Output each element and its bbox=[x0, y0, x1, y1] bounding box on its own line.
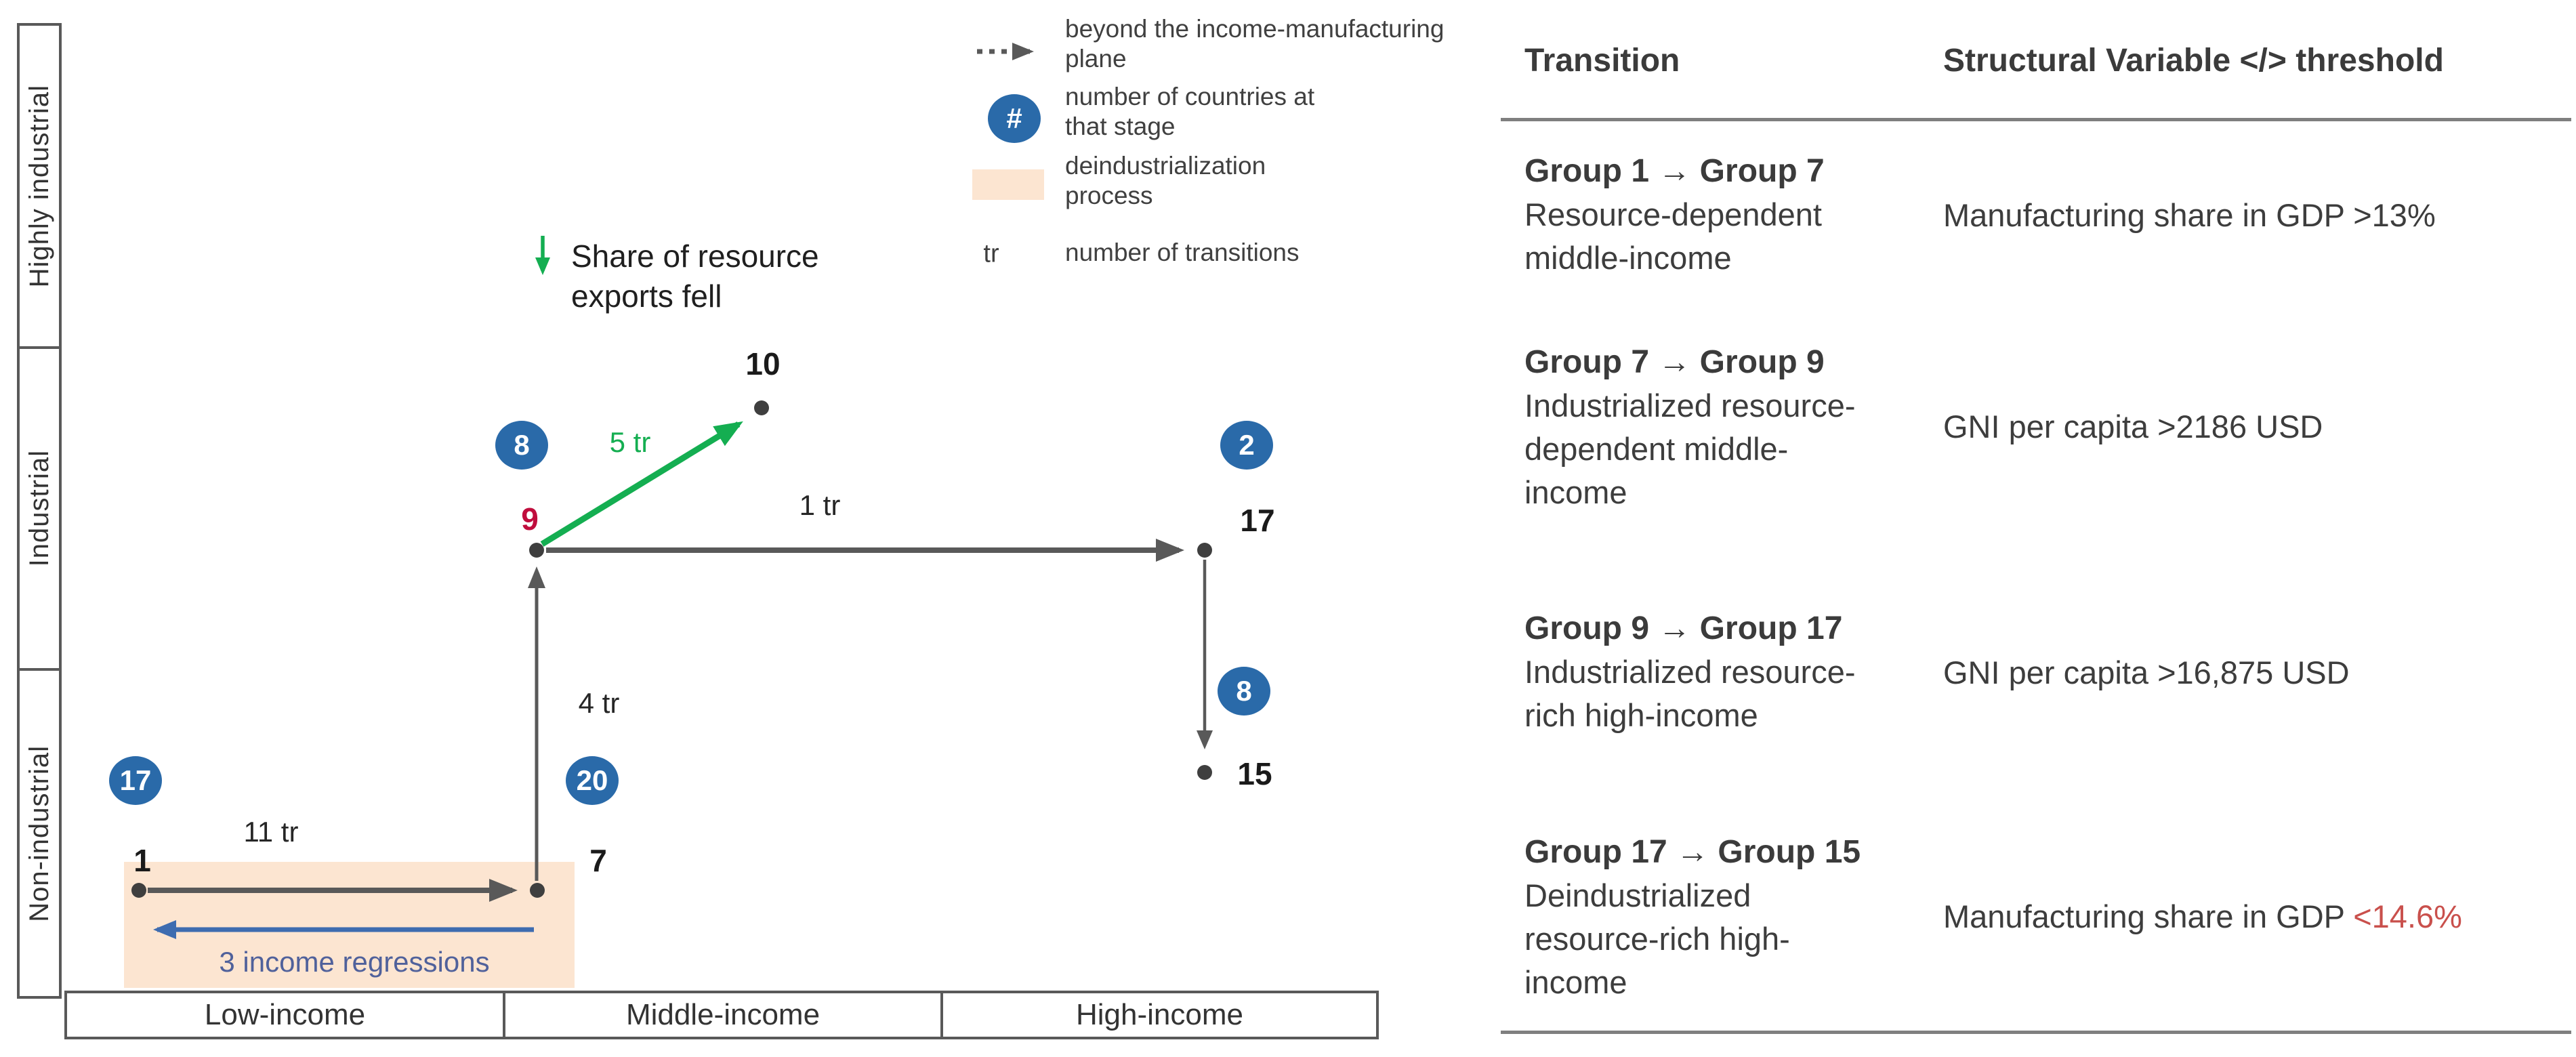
legend-transitions: number of transitions bbox=[1065, 239, 1300, 266]
threshold-cell: Manufacturing share in GDP <14.6% bbox=[1943, 895, 2462, 938]
count-badge-group17: 2 bbox=[1220, 421, 1273, 470]
table-row: Group 1 → Group 7 Resource-dependent mid… bbox=[1524, 150, 1958, 280]
node-label-9: 9 bbox=[521, 501, 539, 537]
table-row: Group 7 → Group 9 Industrialized resourc… bbox=[1524, 341, 1958, 514]
transition-desc: Industrialized resource- rich high-incom… bbox=[1524, 654, 1856, 733]
edge-9-to-10-green bbox=[540, 421, 743, 547]
node-dot-10 bbox=[754, 400, 769, 415]
edge-label-1tr: 1 tr bbox=[799, 489, 841, 521]
threshold-cell: GNI per capita >16,875 USD bbox=[1943, 651, 2350, 695]
y-axis-industrial: Industrial bbox=[17, 346, 62, 671]
y-axis-highly-industrial: Highly industrial bbox=[17, 23, 62, 349]
y-axis-label: Highly industrial bbox=[24, 84, 54, 288]
node-label-1: 1 bbox=[133, 843, 151, 878]
transition-desc: Deindustrialized resource-rich high- inc… bbox=[1524, 877, 1790, 1000]
threshold-text: GNI per capita >2186 USD bbox=[1943, 409, 2323, 444]
node-dot-15 bbox=[1197, 765, 1212, 780]
income-regressions-label: 3 income regressions bbox=[219, 946, 490, 978]
y-axis-label: Industrial bbox=[24, 450, 54, 567]
legend-deindustrialization: deindustrialization process bbox=[1065, 152, 1266, 209]
legend-beyond-plane: beyond the income-manufacturing plane bbox=[1065, 15, 1445, 72]
node-label-7: 7 bbox=[589, 843, 607, 878]
edge-label-4tr: 4 tr bbox=[578, 687, 620, 719]
share-fell-annotation: Share of resource exports fell bbox=[571, 239, 819, 314]
table-row: Group 9 → Group 17 Industrialized resour… bbox=[1524, 607, 1958, 737]
threshold-cell: GNI per capita >2186 USD bbox=[1943, 405, 2323, 449]
legend-tr-symbol: tr bbox=[983, 239, 999, 268]
x-axis-middle-income: Middle-income bbox=[503, 991, 943, 1039]
node-dot-7 bbox=[530, 883, 545, 898]
transition-title: Group 9 → Group 17 bbox=[1524, 610, 1843, 646]
y-axis-label: Non-industrial bbox=[24, 745, 54, 922]
node-dot-1 bbox=[131, 883, 146, 898]
column-header-structural: Structural Variable </> threshold bbox=[1943, 43, 2444, 79]
threshold-text: GNI per capita >16,875 USD bbox=[1943, 655, 2350, 690]
legend-countries: number of countries at that stage bbox=[1065, 83, 1315, 140]
transition-title: Group 17 → Group 15 bbox=[1524, 834, 1861, 870]
x-axis-label: Low-income bbox=[204, 998, 366, 1031]
transition-title: Group 1 → Group 7 bbox=[1524, 153, 1825, 189]
y-axis: Highly industrial Industrial Non-industr… bbox=[17, 23, 62, 999]
edge-label-5tr: 5 tr bbox=[609, 426, 651, 458]
node-dot-17 bbox=[1197, 543, 1212, 558]
dotted-arrow-icon bbox=[977, 43, 1034, 60]
threshold-text: Manufacturing share in GDP >13% bbox=[1943, 197, 2436, 233]
node-label-17: 17 bbox=[1240, 503, 1275, 538]
x-axis-low-income: Low-income bbox=[64, 991, 505, 1039]
threshold-cell: Manufacturing share in GDP >13% bbox=[1943, 194, 2436, 237]
node-dot-9 bbox=[529, 543, 544, 558]
column-header-transition: Transition bbox=[1524, 43, 1680, 79]
transition-title: Group 7 → Group 9 bbox=[1524, 344, 1825, 380]
table-top-rule bbox=[1501, 118, 2571, 121]
count-badge-group7: 20 bbox=[566, 756, 619, 805]
x-axis-high-income: High-income bbox=[940, 991, 1379, 1039]
share-fell-arrow-icon bbox=[535, 236, 550, 275]
table-row: Group 17 → Group 15 Deindustrialized res… bbox=[1524, 831, 1958, 1004]
node-label-15: 15 bbox=[1237, 756, 1272, 791]
transition-desc: Resource-dependent middle-income bbox=[1524, 196, 1822, 276]
count-badge-group9: 8 bbox=[495, 421, 548, 470]
count-badge-icon: # bbox=[988, 94, 1041, 143]
transition-desc: Industrialized resource- dependent middl… bbox=[1524, 388, 1856, 510]
count-badge-group1: 17 bbox=[109, 756, 162, 805]
count-badge-group15: 8 bbox=[1218, 667, 1270, 716]
x-axis: Low-income Middle-income High-income bbox=[64, 991, 1379, 1039]
threshold-red-text: <14.6% bbox=[2353, 898, 2462, 934]
node-label-10: 10 bbox=[745, 346, 781, 381]
y-axis-non-industrial: Non-industrial bbox=[17, 668, 62, 999]
edge-label-11tr: 11 tr bbox=[243, 816, 299, 848]
x-axis-label: Middle-income bbox=[625, 998, 820, 1031]
x-axis-label: High-income bbox=[1076, 998, 1243, 1031]
deindustrialization-swatch-icon bbox=[972, 169, 1044, 200]
threshold-text: Manufacturing share in GDP bbox=[1943, 898, 2354, 934]
table-bottom-rule bbox=[1501, 1031, 2571, 1034]
